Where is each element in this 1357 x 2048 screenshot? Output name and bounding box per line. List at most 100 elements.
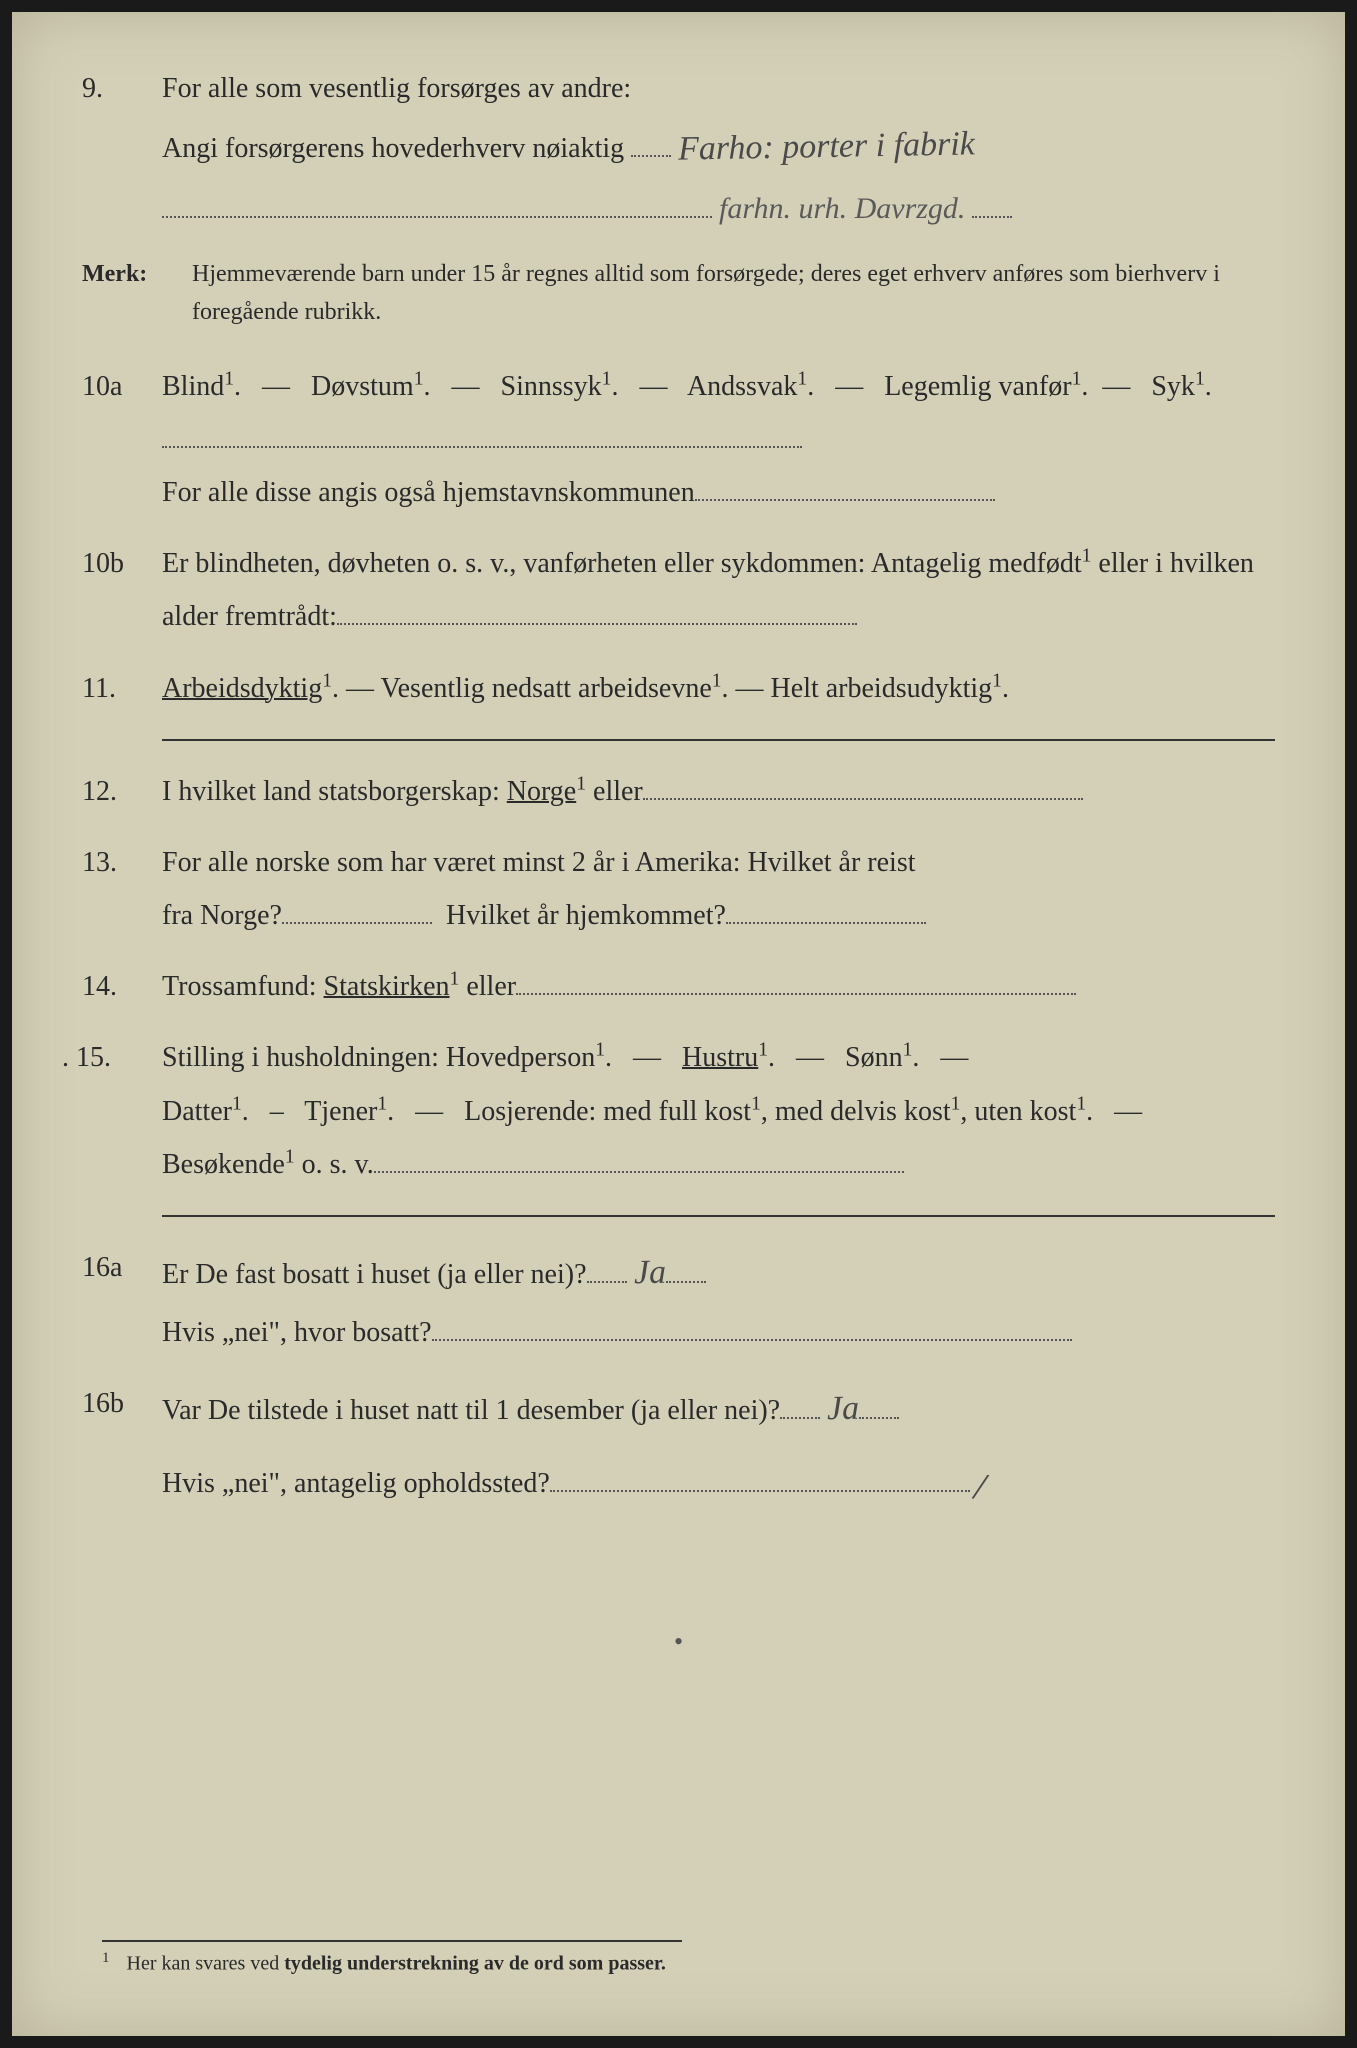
footnote-prefix: Her kan svares ved bbox=[127, 1953, 285, 1975]
q15-los: Losjerende: med full kost bbox=[464, 1096, 751, 1127]
qtext-9: For alle som vesentlig forsørges av andr… bbox=[162, 62, 1275, 237]
document-page: 9. For alle som vesentlig forsørges av a… bbox=[0, 0, 1357, 2048]
question-9: 9. For alle som vesentlig forsørges av a… bbox=[82, 62, 1275, 237]
q15-opt: Datter bbox=[162, 1096, 232, 1127]
fill-line bbox=[282, 922, 432, 924]
q15-bes: Besøkende bbox=[162, 1149, 285, 1180]
merk-text: Hjemmeværende barn under 15 år regnes al… bbox=[192, 255, 1275, 332]
q11-opt2: Vesentlig nedsatt arbeidsevne bbox=[381, 673, 712, 704]
fill-line bbox=[695, 499, 995, 501]
sup: 1 bbox=[1195, 368, 1205, 389]
sup: 1 bbox=[285, 1146, 295, 1167]
sup: 1 bbox=[903, 1040, 913, 1061]
qnum-16a: 16a bbox=[82, 1241, 162, 1359]
opt: Legemlig vanfør bbox=[884, 371, 1071, 402]
q11-opt3: Helt arbeidsudyktig bbox=[771, 673, 993, 704]
q13-line2b: Hvilket år hjemkommet? bbox=[446, 900, 726, 931]
q13-line2a: fra Norge? bbox=[162, 900, 282, 931]
qtext-14: Trossamfund: Statskirken1 eller bbox=[162, 960, 1275, 1013]
fill-line bbox=[859, 1417, 899, 1419]
q16b-ans: Ja bbox=[827, 1377, 860, 1442]
q15-opt: Hustru bbox=[682, 1042, 758, 1073]
q14-prefix: Trossamfund: bbox=[162, 971, 324, 1002]
question-16b: 16b Var De tilstede i huset natt til 1 d… bbox=[82, 1377, 1275, 1518]
qtext-10a: Blind1. — Døvstum1. — Sinnssyk1. — Andss… bbox=[162, 360, 1275, 520]
q15-opt: Tjener bbox=[304, 1096, 377, 1127]
sup: 1 bbox=[414, 368, 424, 389]
sup: 1 bbox=[232, 1093, 242, 1114]
sup: 1 bbox=[576, 773, 586, 794]
sup: 1 bbox=[322, 670, 332, 691]
q11-opt1: Arbeidsdyktig bbox=[162, 673, 322, 704]
q9-line1: For alle som vesentlig forsørges av andr… bbox=[162, 73, 631, 104]
fill-line bbox=[631, 155, 671, 157]
qtext-16a: Er De fast bosatt i huset (ja eller nei)… bbox=[162, 1241, 1275, 1359]
sup: 1 bbox=[450, 969, 460, 990]
q15-prefix: Stilling i husholdningen: Hovedperson bbox=[162, 1042, 595, 1073]
fill-line bbox=[643, 798, 1083, 800]
merk-label: Merk: bbox=[82, 255, 192, 332]
q15-los2: , med delvis kost bbox=[761, 1096, 951, 1127]
q16a-q: Er De fast bosatt i huset (ja eller nei)… bbox=[162, 1259, 587, 1290]
qnum-11: 11. bbox=[82, 662, 162, 715]
qnum-13: 13. bbox=[82, 836, 162, 942]
fill-line bbox=[780, 1417, 820, 1419]
sup: 1 bbox=[1072, 368, 1082, 389]
fill-line bbox=[432, 1339, 1072, 1341]
q15-osv: o. s. v. bbox=[295, 1149, 374, 1180]
fill-line bbox=[972, 216, 1012, 218]
q9-line2-prefix: Angi forsørgerens hovederhverv nøiaktig bbox=[162, 133, 624, 164]
sup: 1 bbox=[224, 368, 234, 389]
merk-note: Merk: Hjemmeværende barn under 15 år reg… bbox=[82, 255, 1275, 332]
opt: Andssvak bbox=[687, 371, 797, 402]
sup: 1 bbox=[1076, 1093, 1086, 1114]
qnum-10a: 10a bbox=[82, 360, 162, 520]
sup: 1 bbox=[1082, 546, 1092, 567]
qtext-12: I hvilket land statsborgerskap: Norge1 e… bbox=[162, 765, 1275, 818]
qnum-12: 12. bbox=[82, 765, 162, 818]
qtext-11: Arbeidsdyktig1. — Vesentlig nedsatt arbe… bbox=[162, 662, 1275, 715]
q9-handwritten1: Farho: porter i fabrik bbox=[678, 113, 976, 183]
sup: 1 bbox=[751, 1093, 761, 1114]
sup: 1 bbox=[602, 368, 612, 389]
sup: 1 bbox=[951, 1093, 961, 1114]
q16b-q: Var De tilstede i huset natt til 1 desem… bbox=[162, 1395, 780, 1426]
q10a-line2: For alle disse angis også hjemstavnskomm… bbox=[162, 477, 695, 508]
question-14: 14. Trossamfund: Statskirken1 eller bbox=[82, 960, 1275, 1013]
question-16a: 16a Er De fast bosatt i huset (ja eller … bbox=[82, 1241, 1275, 1359]
fill-line bbox=[550, 1490, 970, 1492]
q9-handwritten2: farhn. urh. Davrzgd. bbox=[719, 192, 965, 225]
q16a-ans: Ja bbox=[633, 1241, 666, 1306]
qtext-16b: Var De tilstede i huset natt til 1 desem… bbox=[162, 1377, 1275, 1518]
qtext-10b: Er blindheten, døvheten o. s. v., vanfør… bbox=[162, 537, 1275, 643]
qnum-9: 9. bbox=[82, 62, 162, 237]
qnum-14: 14. bbox=[82, 960, 162, 1013]
opt: Syk bbox=[1151, 371, 1195, 402]
fill-line bbox=[162, 446, 802, 448]
q12-opt: Norge bbox=[507, 776, 576, 807]
q13-line1: For alle norske som har været minst 2 år… bbox=[162, 847, 916, 878]
opt: Døvstum bbox=[311, 371, 414, 402]
footnote-num: 1 bbox=[102, 1950, 110, 1966]
sup: 1 bbox=[377, 1093, 387, 1114]
sup: 1 bbox=[712, 670, 722, 691]
qnum-15-text: 15. bbox=[76, 1042, 111, 1073]
fill-line bbox=[337, 623, 857, 625]
question-11: 11. Arbeidsdyktig1. — Vesentlig nedsatt … bbox=[82, 662, 1275, 715]
qnum-16b: 16b bbox=[82, 1377, 162, 1518]
qtext-15: Stilling i husholdningen: Hovedperson1. … bbox=[162, 1031, 1275, 1191]
question-10a: 10a Blind1. — Døvstum1. — Sinnssyk1. — A… bbox=[82, 360, 1275, 520]
sup: 1 bbox=[992, 670, 1002, 691]
q12-suffix: eller bbox=[593, 776, 643, 807]
opt: Blind bbox=[162, 371, 224, 402]
q16a-line2: Hvis „nei", hvor bosatt? bbox=[162, 1317, 432, 1348]
q12-prefix: I hvilket land statsborgerskap: bbox=[162, 776, 507, 807]
fill-line bbox=[587, 1281, 627, 1283]
question-15: . 15. Stilling i husholdningen: Hovedper… bbox=[82, 1031, 1275, 1191]
sup: 1 bbox=[758, 1040, 768, 1061]
pen-stroke: / bbox=[965, 1449, 995, 1525]
footnote: 1 Her kan svares ved tydelig understrekn… bbox=[102, 1940, 682, 1976]
fill-line bbox=[162, 216, 712, 218]
section-divider bbox=[162, 739, 1275, 741]
q14-suffix: eller bbox=[466, 971, 516, 1002]
